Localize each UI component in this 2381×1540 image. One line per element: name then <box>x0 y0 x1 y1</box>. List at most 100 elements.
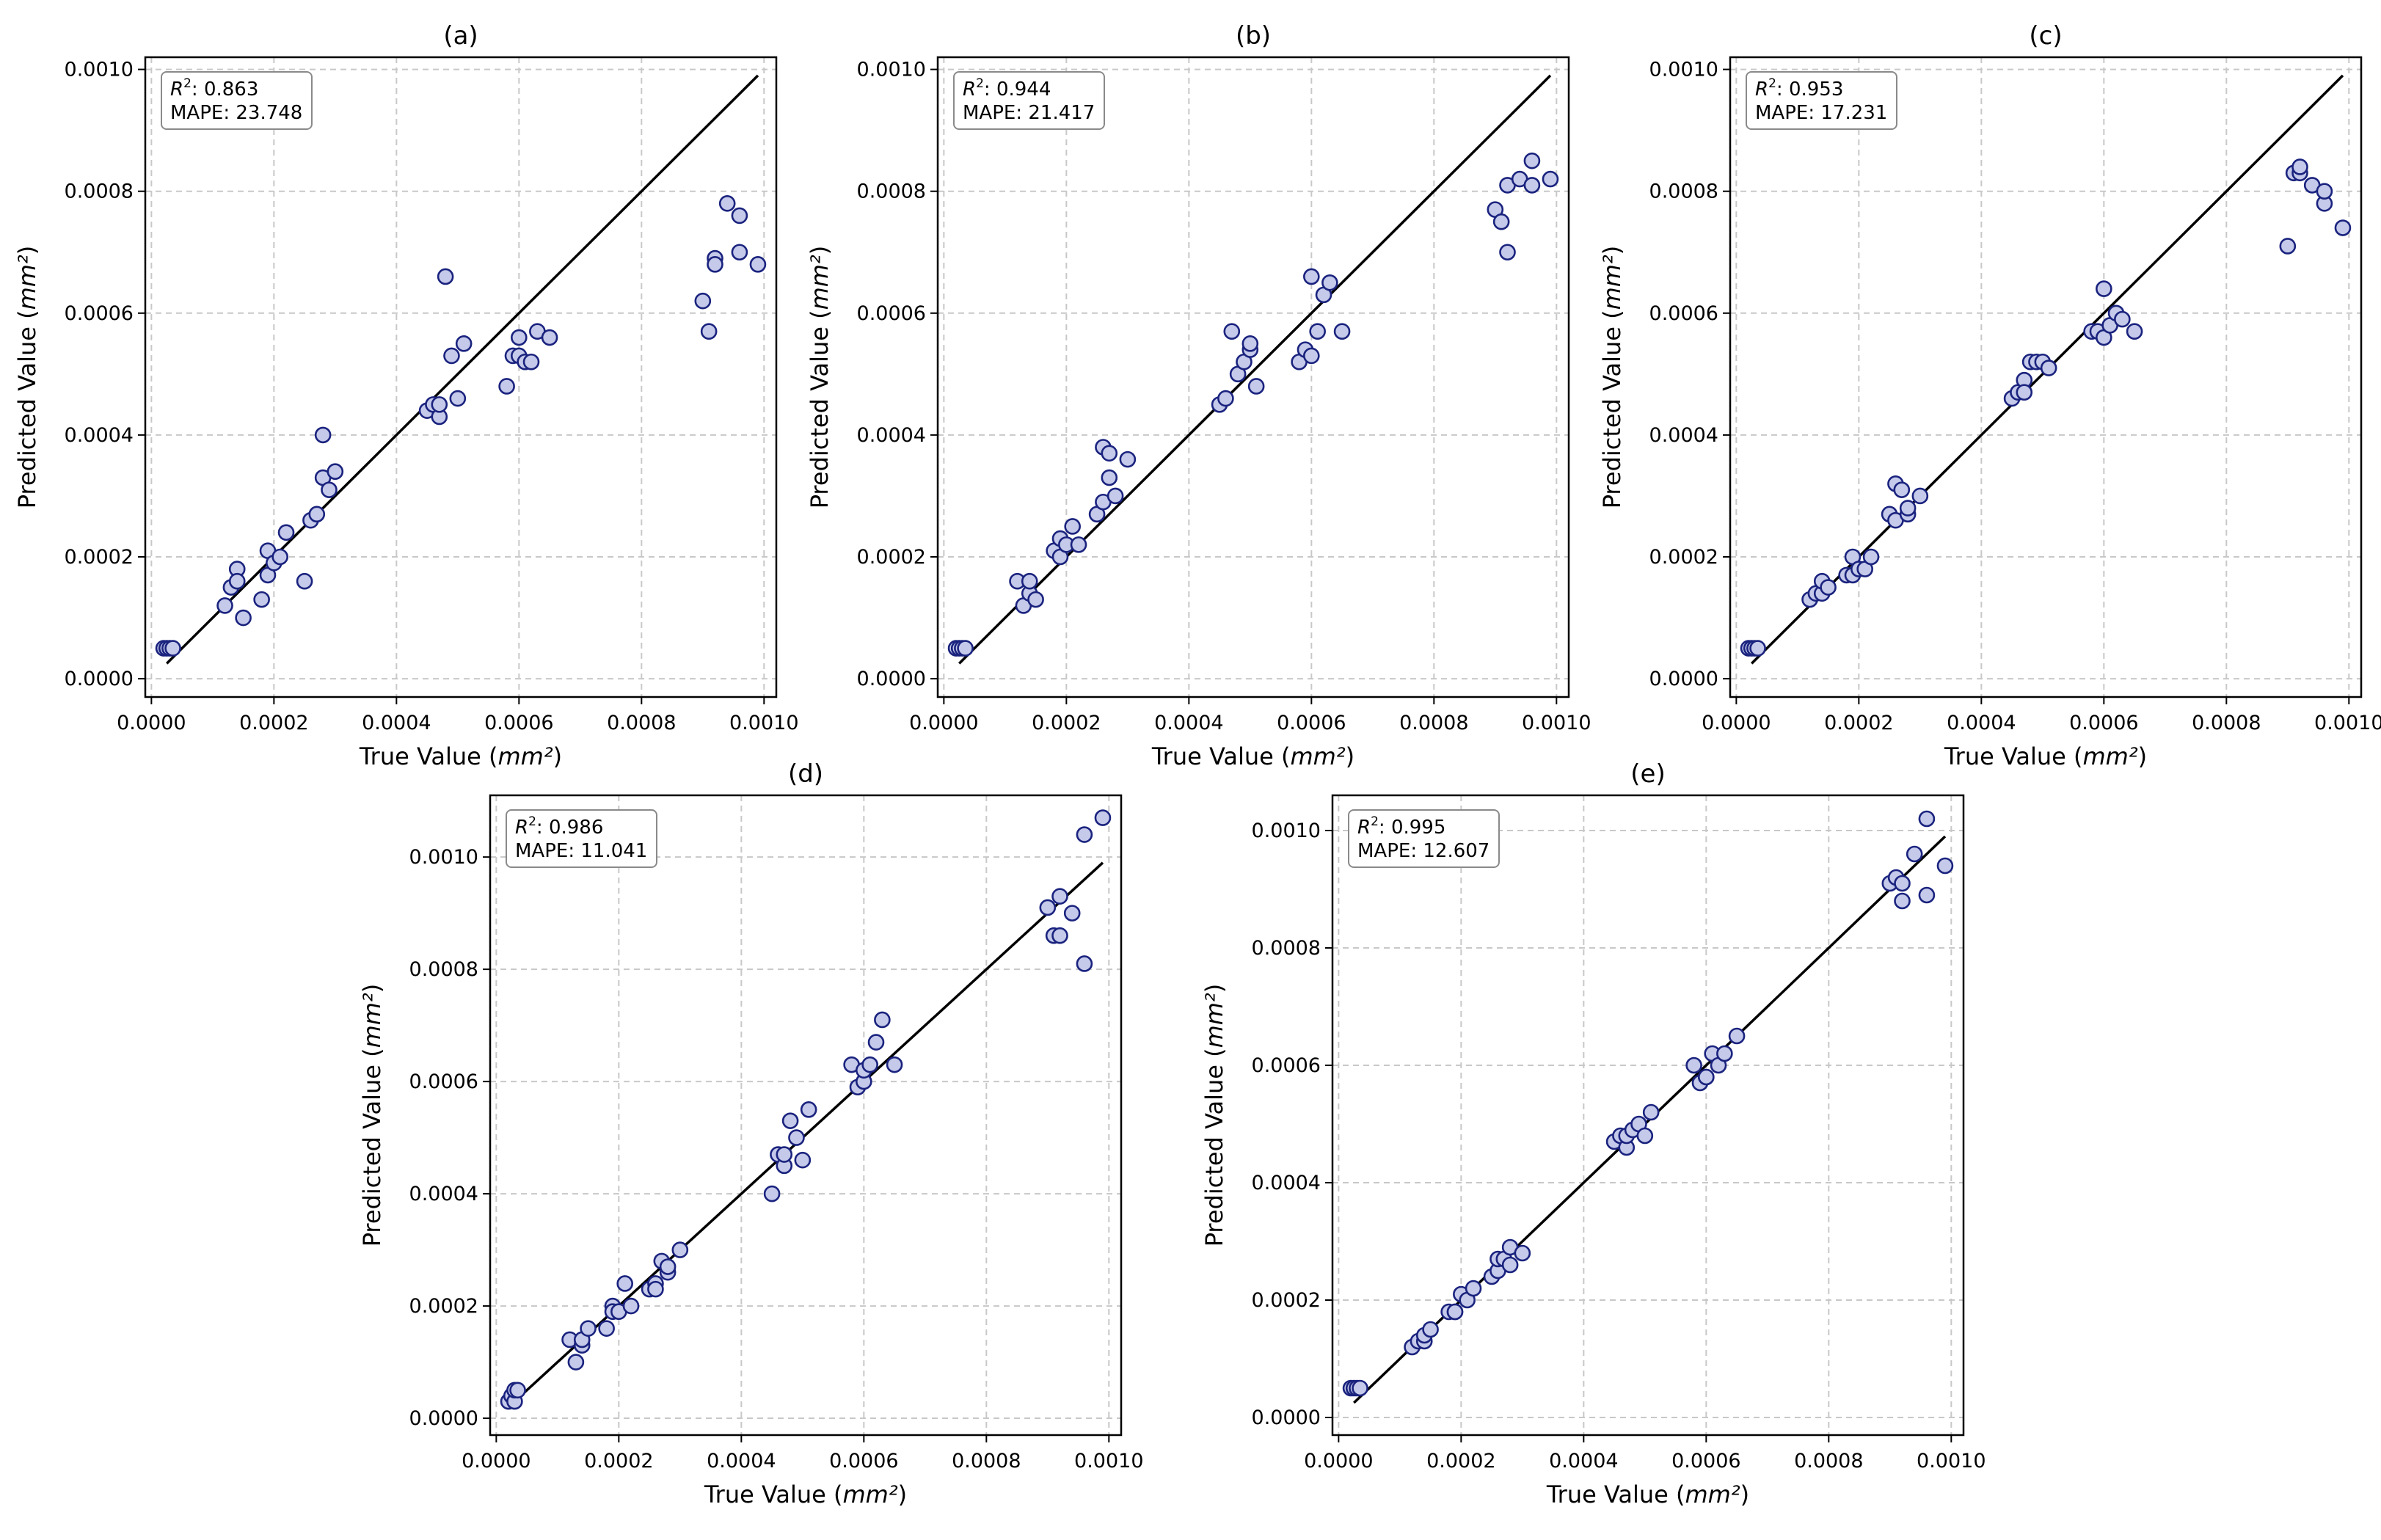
panel-title: (e) <box>1630 759 1665 789</box>
data-point <box>1063 905 1081 922</box>
x-tick-label: 0.0002 <box>1824 712 1893 734</box>
data-point <box>308 506 326 523</box>
data-point <box>1906 845 1923 863</box>
data-point <box>498 378 515 395</box>
y-axis-unit: mm² <box>806 255 834 310</box>
data-point <box>731 244 748 261</box>
data-point <box>1101 445 1118 462</box>
x-tick-label: 0.0002 <box>584 1450 653 1473</box>
x-axis-label-text: True Value <box>1151 742 1274 770</box>
data-point <box>314 426 332 444</box>
data-point <box>327 463 344 481</box>
data-point <box>455 335 473 352</box>
data-point <box>1321 274 1338 291</box>
data-point <box>1862 548 1880 566</box>
x-axis-label: True Value (mm²) <box>704 1481 907 1508</box>
y-tick-label: 0.0004 <box>409 1183 478 1205</box>
y-tick-label: 0.0004 <box>1649 424 1718 447</box>
data-point <box>235 609 252 627</box>
data-point <box>867 1034 885 1051</box>
y-tick-label: 0.0010 <box>1649 59 1718 81</box>
r2-label: R2: 0.986 <box>515 814 603 839</box>
y-tick-label: 0.0008 <box>65 180 134 203</box>
x-tick-label: 0.0010 <box>729 712 798 734</box>
y-axis-label-text: Predicted Value <box>806 326 834 508</box>
data-point <box>2096 280 2112 297</box>
r2-value: 0.995 <box>1391 817 1445 839</box>
stats-box <box>1348 809 1500 868</box>
x-tick-label: 0.0000 <box>1702 712 1771 734</box>
data-point <box>1642 1103 1660 1121</box>
data-point <box>616 1275 633 1292</box>
data-point <box>1106 487 1124 505</box>
y-tick-label: 0.0000 <box>409 1407 478 1430</box>
data-point <box>509 1382 526 1399</box>
y-tick-label: 0.0002 <box>1252 1289 1321 1312</box>
x-axis-label: True Value (mm²) <box>1546 1481 1749 1508</box>
r2-label: R2: 0.995 <box>1357 814 1445 839</box>
data-point <box>781 1112 799 1129</box>
x-axis-label-text: True Value <box>359 742 481 770</box>
data-point <box>1101 469 1118 486</box>
x-tick-label: 0.0004 <box>707 1450 776 1473</box>
stats-box <box>953 71 1105 130</box>
y-tick-label: 0.0008 <box>857 180 926 203</box>
data-point <box>647 1280 664 1298</box>
y-tick-label: 0.0000 <box>857 668 926 690</box>
y-tick-label: 0.0004 <box>65 424 134 447</box>
y-tick-label: 0.0000 <box>65 668 134 690</box>
y-tick-label: 0.0006 <box>409 1070 478 1093</box>
x-tick-label: 0.0002 <box>1426 1450 1495 1473</box>
data-point <box>511 329 528 346</box>
data-point <box>1303 347 1320 365</box>
data-point <box>671 1241 689 1258</box>
y-tick-label: 0.0004 <box>857 424 926 447</box>
data-point <box>749 256 767 273</box>
x-axis-label: True Value (mm²) <box>1151 742 1354 770</box>
y-tick-label: 0.0010 <box>1252 820 1321 842</box>
data-point <box>431 396 448 413</box>
axes-frame <box>144 56 778 698</box>
x-axis-unit: mm² <box>843 1481 898 1508</box>
x-tick-label: 0.0006 <box>484 712 553 734</box>
mape-label: MAPE: 17.231 <box>1755 102 1887 124</box>
data-point <box>957 640 974 657</box>
data-point <box>1119 450 1137 468</box>
y-axis-label: Predicted Value (mm²) <box>13 246 41 509</box>
data-point <box>2040 360 2057 376</box>
y-tick-label: 0.0000 <box>1649 668 1718 690</box>
data-point <box>1070 536 1087 553</box>
data-point <box>694 292 712 310</box>
mape-value: 21.417 <box>1028 102 1095 124</box>
data-point <box>216 597 233 614</box>
data-point <box>2291 158 2308 175</box>
r2-label: R2: 0.944 <box>963 76 1051 101</box>
mape-value: 23.748 <box>236 102 302 124</box>
data-point <box>1051 927 1068 944</box>
y-tick-label: 0.0004 <box>1252 1172 1321 1194</box>
data-point <box>718 195 736 212</box>
data-point <box>580 1320 597 1337</box>
y-tick-label: 0.0000 <box>1252 1406 1321 1429</box>
data-point <box>1514 1244 1531 1262</box>
r2-label: R2: 0.863 <box>170 76 258 101</box>
data-point <box>886 1056 903 1073</box>
data-point <box>1899 500 1917 517</box>
data-point <box>2279 238 2297 255</box>
data-point <box>1465 1280 1482 1297</box>
data-point <box>861 1056 878 1073</box>
data-point <box>1499 244 1516 261</box>
data-point <box>522 353 540 371</box>
x-tick-label: 0.0004 <box>1154 712 1223 734</box>
data-point <box>277 524 295 541</box>
data-point <box>1303 268 1320 285</box>
x-tick-label: 0.0002 <box>239 712 308 734</box>
x-tick-label: 0.0006 <box>1277 712 1346 734</box>
x-axis-unit: mm² <box>498 742 553 770</box>
data-point <box>1021 572 1038 590</box>
axes-frame <box>1729 56 2363 698</box>
data-point <box>1685 1057 1702 1074</box>
x-tick-label: 0.0000 <box>1304 1450 1373 1473</box>
panel-title: (a) <box>443 21 478 51</box>
data-point <box>707 256 723 273</box>
